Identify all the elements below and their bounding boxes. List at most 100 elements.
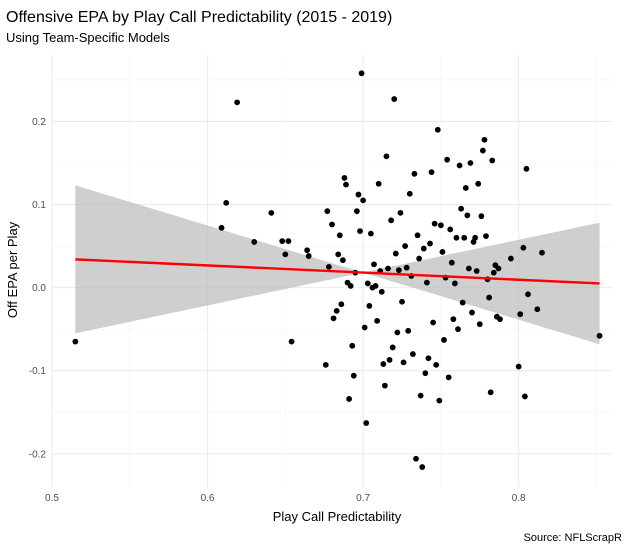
data-point <box>436 397 443 404</box>
x-tick-label: 0.5 <box>45 493 59 504</box>
data-point <box>523 165 530 172</box>
data-point <box>395 267 402 274</box>
data-point <box>363 420 370 426</box>
data-point <box>375 180 382 187</box>
data-point <box>335 251 342 258</box>
data-point <box>534 306 541 313</box>
data-point <box>487 389 494 396</box>
data-point <box>338 301 345 308</box>
data-point <box>420 245 427 252</box>
data-point <box>279 238 286 244</box>
data-point <box>417 392 424 399</box>
data-point <box>304 247 311 254</box>
data-point <box>525 291 531 298</box>
data-point <box>403 264 410 271</box>
data-point <box>521 393 528 400</box>
data-point <box>483 233 489 240</box>
data-point <box>402 243 409 249</box>
data-point <box>385 265 391 272</box>
data-point <box>439 248 446 255</box>
data-point <box>427 240 433 247</box>
data-point <box>357 228 363 235</box>
data-point <box>251 239 258 245</box>
data-point <box>72 338 79 345</box>
data-point <box>520 244 527 251</box>
data-point <box>325 263 332 270</box>
x-tick-label: 0.7 <box>356 493 370 504</box>
data-point <box>451 280 458 287</box>
data-point <box>419 464 426 470</box>
data-point <box>437 222 444 229</box>
y-tick-labels: -0.2 -0.1 0.0 0.1 0.2 <box>29 117 47 460</box>
data-point <box>339 257 346 264</box>
data-point <box>324 208 331 215</box>
data-point <box>406 190 413 197</box>
data-point <box>346 396 353 402</box>
data-point <box>473 268 480 274</box>
data-point <box>478 213 485 220</box>
data-point <box>434 126 441 133</box>
y-axis-title: Off EPA per Play <box>5 221 20 318</box>
data-point <box>358 70 365 77</box>
data-point <box>282 251 289 258</box>
y-tick-label: -0.1 <box>29 366 47 377</box>
data-point <box>413 455 419 462</box>
data-point <box>389 344 396 351</box>
data-point <box>465 265 472 272</box>
data-point <box>459 299 466 306</box>
data-point <box>397 209 404 216</box>
data-point <box>386 356 393 363</box>
data-point <box>366 302 373 309</box>
data-point <box>444 156 451 163</box>
data-point <box>448 259 455 266</box>
data-point <box>414 232 421 239</box>
data-point <box>476 321 483 328</box>
data-point <box>479 147 486 154</box>
data-point <box>355 191 362 198</box>
x-tick-label: 0.6 <box>201 493 215 504</box>
data-point <box>329 221 335 228</box>
data-point <box>343 181 349 188</box>
data-point <box>285 238 292 244</box>
data-point <box>353 208 360 215</box>
data-point <box>453 234 460 241</box>
data-point <box>507 255 514 262</box>
data-point <box>383 153 390 160</box>
data-point <box>517 311 524 318</box>
data-point <box>467 160 474 166</box>
data-point <box>456 162 463 169</box>
data-point <box>539 249 545 256</box>
data-point <box>371 261 377 268</box>
data-point <box>416 255 423 262</box>
data-point <box>428 169 435 176</box>
chart-subtitle: Using Team-Specific Models <box>6 30 170 45</box>
trend-layer <box>75 258 600 285</box>
data-point <box>441 337 447 343</box>
data-point <box>391 96 398 102</box>
y-tick-label: 0.2 <box>32 117 46 128</box>
data-point <box>495 265 502 272</box>
data-point <box>381 382 388 389</box>
y-tick-label: 0.1 <box>32 200 46 211</box>
y-tick-label: -0.2 <box>29 449 47 460</box>
data-point <box>422 370 429 377</box>
data-point <box>361 324 368 331</box>
data-point <box>305 253 312 259</box>
data-point <box>490 269 497 276</box>
data-point <box>288 338 295 345</box>
data-point <box>347 283 354 289</box>
data-point <box>364 280 371 287</box>
data-point <box>234 99 241 106</box>
confidence-band-layer <box>75 185 600 345</box>
data-point <box>378 288 385 295</box>
data-point <box>268 209 275 216</box>
data-point <box>350 372 357 379</box>
data-point <box>330 315 337 322</box>
data-point <box>423 279 430 286</box>
data-point <box>458 205 465 212</box>
data-point <box>455 326 461 333</box>
regression-line <box>75 258 600 285</box>
chart-title: Offensive EPA by Play Call Predictabilit… <box>6 9 392 26</box>
data-point <box>394 329 401 336</box>
data-point <box>433 361 440 368</box>
